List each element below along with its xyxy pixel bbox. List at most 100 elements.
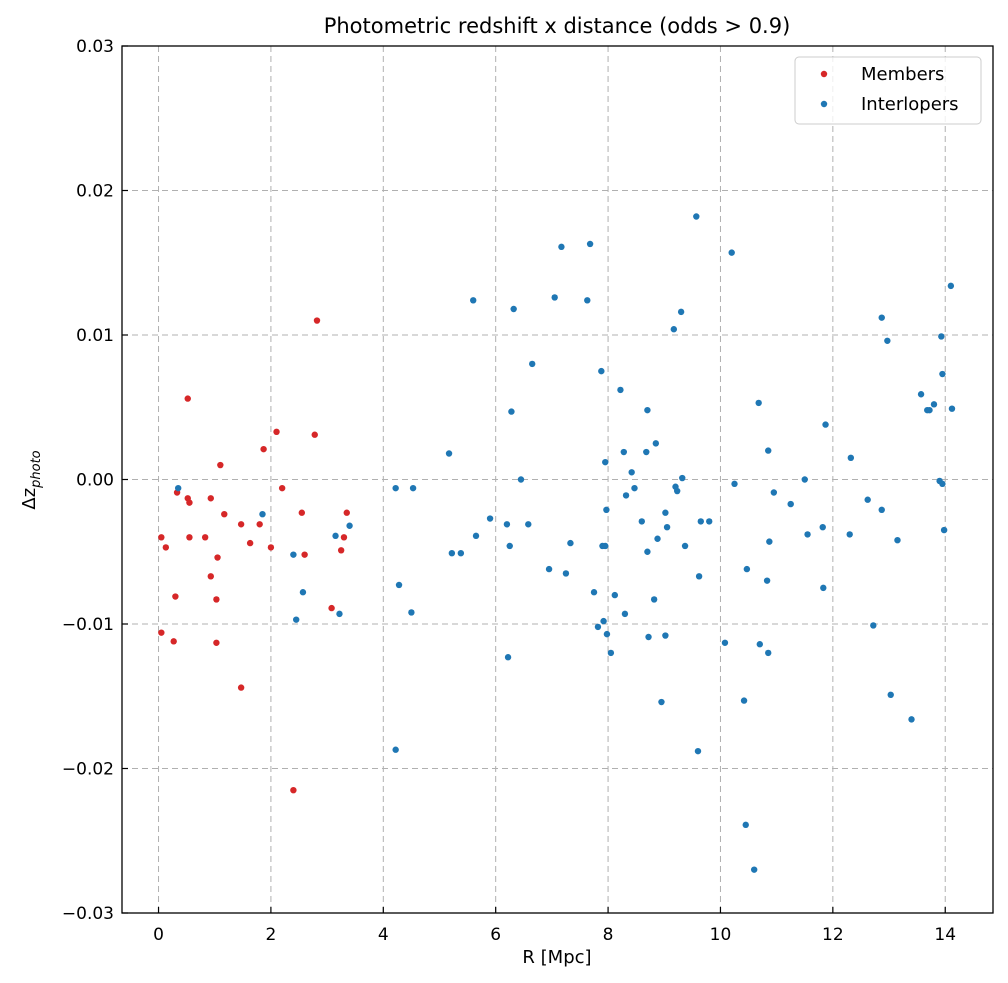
data-point-interlopers <box>611 591 619 599</box>
data-point-interlopers <box>598 367 605 375</box>
data-point-members <box>214 554 221 561</box>
data-point-interlopers <box>395 581 403 589</box>
data-point-members <box>337 547 345 554</box>
data-point-interlopers <box>445 450 453 457</box>
x-tick-label: 12 <box>822 925 844 945</box>
data-point-interlopers <box>652 440 660 447</box>
y-axis-label-main: Δz <box>19 488 40 510</box>
data-point-interlopers <box>602 458 609 466</box>
data-point-members <box>260 445 267 453</box>
x-axis-label: R [Mpc] <box>522 947 591 968</box>
x-tick-label: 8 <box>603 925 614 945</box>
data-point-interlopers <box>457 549 465 557</box>
data-point-interlopers <box>930 401 938 408</box>
data-point-interlopers <box>332 532 339 540</box>
x-tick-label: 6 <box>490 925 501 945</box>
data-point-members <box>237 684 245 691</box>
data-point-members <box>158 534 165 541</box>
data-point-members <box>273 428 280 436</box>
data-point-interlopers <box>677 308 685 316</box>
x-tick-label: 4 <box>378 925 389 945</box>
data-point-interlopers <box>884 337 891 344</box>
data-point-interlopers <box>643 448 650 456</box>
data-point-interlopers <box>600 617 607 625</box>
data-point-interlopers <box>887 691 894 699</box>
data-point-interlopers <box>864 496 871 503</box>
data-point-members <box>158 629 165 636</box>
data-point-members <box>213 639 220 646</box>
data-point-interlopers <box>679 474 686 482</box>
data-point-interlopers <box>628 469 635 476</box>
data-point-interlopers <box>293 616 300 623</box>
data-point-members <box>290 786 297 794</box>
data-point-members <box>186 534 193 541</box>
data-point-interlopers <box>508 408 515 415</box>
y-tick-label: 0.02 <box>76 182 114 202</box>
y-tick-label: 0.00 <box>76 471 114 491</box>
data-point-interlopers <box>908 716 915 723</box>
data-point-interlopers <box>486 515 494 522</box>
x-tick-label: 2 <box>265 925 276 945</box>
data-point-interlopers <box>650 596 658 603</box>
data-point-interlopers <box>787 500 794 508</box>
data-point-interlopers <box>694 747 702 755</box>
grid <box>122 46 993 913</box>
data-point-interlopers <box>654 535 661 542</box>
data-points <box>158 213 956 873</box>
data-point-members <box>213 596 220 603</box>
data-point-interlopers <box>506 542 513 550</box>
data-point-interlopers <box>644 548 651 555</box>
data-point-interlopers <box>409 484 417 492</box>
axis-ticks: 0 2 4 6 8 10 12 14 −0.03 −0.02 −0.01 0.00 0.01 0.02 0.… <box>62 37 956 945</box>
data-point-interlopers <box>503 521 511 528</box>
data-point-members <box>201 534 209 541</box>
data-point-interlopers <box>392 746 399 753</box>
data-point-interlopers <box>763 577 771 584</box>
data-point-interlopers <box>603 630 611 638</box>
data-point-members <box>162 544 170 551</box>
data-point-interlopers <box>448 549 456 557</box>
data-point-interlopers <box>259 510 266 518</box>
data-point-interlopers <box>878 506 885 514</box>
data-point-interlopers <box>819 523 826 531</box>
data-point-interlopers <box>870 622 877 629</box>
data-point-interlopers <box>697 518 704 525</box>
data-point-interlopers <box>847 454 855 462</box>
data-point-interlopers <box>695 573 703 580</box>
data-point-interlopers <box>529 360 536 368</box>
data-point-interlopers <box>290 551 297 558</box>
data-point-interlopers <box>551 294 558 301</box>
legend-label-members: Members <box>861 64 944 85</box>
data-point-interlopers <box>743 565 751 573</box>
data-point-interlopers <box>299 589 307 596</box>
data-point-members <box>256 521 263 528</box>
data-point-members <box>217 461 224 469</box>
data-point-interlopers <box>472 532 480 540</box>
data-point-members <box>221 510 228 518</box>
data-point-interlopers <box>584 297 591 304</box>
data-point-interlopers <box>878 314 885 321</box>
y-tick-label: −0.01 <box>62 615 114 635</box>
data-point-interlopers <box>567 539 574 547</box>
data-point-interlopers <box>174 484 182 492</box>
data-point-interlopers <box>336 610 343 618</box>
data-point-interlopers <box>770 489 778 496</box>
data-point-interlopers <box>644 406 651 414</box>
y-tick-label: 0.01 <box>76 326 114 346</box>
legend-label-interlopers: Interlopers <box>861 94 959 115</box>
data-point-interlopers <box>645 633 652 641</box>
data-point-members <box>328 604 335 612</box>
data-point-interlopers <box>693 213 700 220</box>
data-point-interlopers <box>586 240 594 248</box>
data-point-interlopers <box>525 521 532 528</box>
data-point-interlopers <box>607 649 615 657</box>
data-point-members <box>186 499 193 506</box>
data-point-interlopers <box>822 421 829 428</box>
data-point-interlopers <box>740 697 748 704</box>
data-point-interlopers <box>750 866 758 873</box>
data-point-interlopers <box>602 542 609 550</box>
y-tick-label: −0.03 <box>62 904 114 924</box>
data-point-members <box>313 317 321 324</box>
data-point-interlopers <box>408 609 415 616</box>
